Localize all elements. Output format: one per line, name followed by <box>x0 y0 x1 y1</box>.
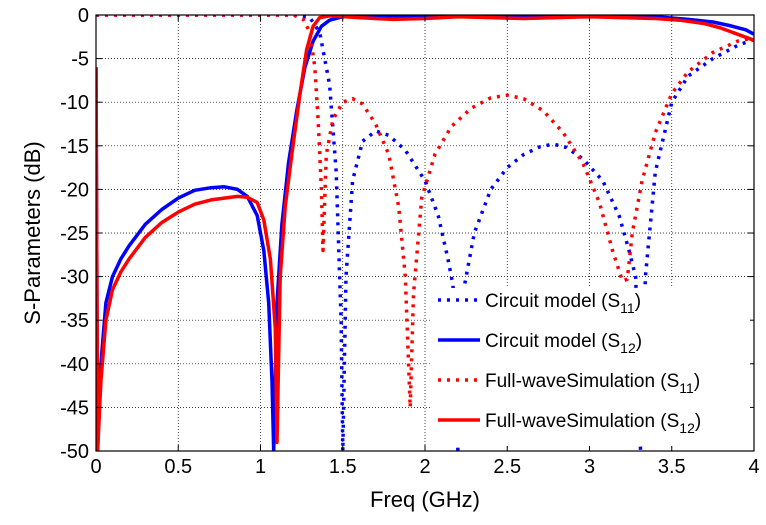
y-tick-label: -20 <box>60 179 89 201</box>
x-tick-label: 2.5 <box>493 456 521 478</box>
y-tick-label: -25 <box>60 223 89 245</box>
x-tick-labels: 0 0.5 1 1.5 2 2.5 3 3.5 4 <box>90 456 759 478</box>
x-tick-label: 2 <box>419 456 430 478</box>
axis-ticks <box>95 14 755 452</box>
x-tick-label: 0.5 <box>164 456 192 478</box>
series-line-3 <box>96 15 754 410</box>
y-tick-label: -30 <box>60 267 89 289</box>
y-tick-label: -10 <box>60 92 89 114</box>
legend: Circuit model (S11) Circuit model (S12) Fu… <box>430 288 750 446</box>
x-tick-label: 1.5 <box>329 456 357 478</box>
y-tick-label: -35 <box>60 310 89 332</box>
x-tick-label: 3 <box>584 456 595 478</box>
legend-label: Full-waveSimulation (S11) <box>485 371 700 396</box>
x-tick-label: 1 <box>255 456 266 478</box>
y-tick-label: 0 <box>78 5 89 27</box>
x-tick-label: 0 <box>90 456 101 478</box>
x-tick-label: 3.5 <box>658 456 686 478</box>
y-tick-label: -40 <box>60 354 89 376</box>
legend-label: Full-waveSimulation (S12) <box>485 411 701 436</box>
y-tick-labels: 0 -5 -10 -15 -20 -25 -30 -35 -40 -45 -50 <box>60 5 89 463</box>
y-tick-label: -50 <box>60 441 89 463</box>
legend-label: Circuit model (S11) <box>485 291 641 316</box>
y-tick-label: -5 <box>71 49 89 71</box>
y-tick-label: -15 <box>60 136 89 158</box>
y-axis-title: S-Parameters (dB) <box>20 141 45 324</box>
x-axis-title: Freq (GHz) <box>370 487 480 512</box>
x-tick-label: 4 <box>748 456 759 478</box>
legend-label: Circuit model (S12) <box>485 331 642 356</box>
y-tick-label: -45 <box>60 397 89 419</box>
legend-box <box>430 288 750 446</box>
